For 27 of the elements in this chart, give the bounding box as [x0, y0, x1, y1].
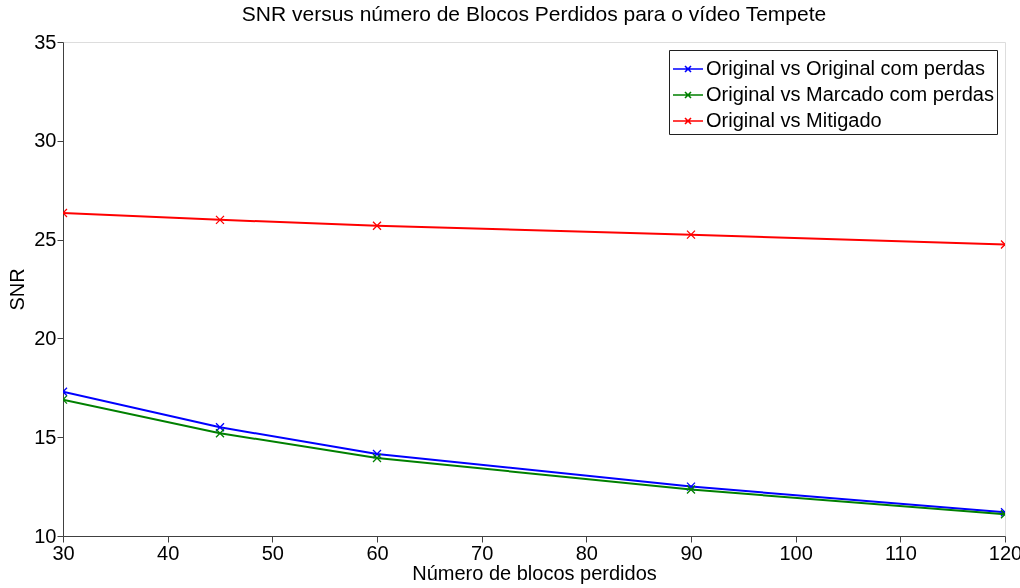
y-tick-label: 35: [34, 30, 57, 53]
x-tick-label: 110: [884, 541, 917, 564]
point: [372, 453, 382, 463]
point: [372, 221, 382, 231]
x-tick-label: 50: [261, 541, 284, 564]
x-tick-label: 40: [157, 541, 180, 564]
legend-label: Original vs Original com perdas: [706, 57, 985, 79]
x-tick-label: 90: [680, 541, 703, 564]
x-tick-label: 80: [575, 541, 598, 564]
y-tick-label: 25: [34, 228, 57, 251]
y-tick-label: 30: [34, 129, 57, 152]
chart-title: SNR versus número de Blocos Perdidos para o vídeo Tempete: [241, 2, 827, 25]
point: [686, 230, 696, 240]
x-axis-title: Número de blocos perdidos: [412, 561, 657, 584]
point: [215, 428, 225, 438]
point: [372, 449, 382, 459]
x-tick-label: 100: [779, 541, 813, 564]
y-tick-label: 10: [34, 524, 57, 547]
legend-label: Original vs Marcado com perdas: [706, 83, 994, 105]
y-tick-label: 20: [34, 326, 57, 349]
point: [215, 422, 225, 432]
x-tick-label: 60: [366, 541, 389, 564]
y-tick-label: 15: [34, 425, 57, 448]
x-tick-label: 70: [471, 541, 494, 564]
point: [215, 215, 225, 225]
y-axis-title: SNR: [6, 268, 29, 311]
legend-label: Original vs Mitigado: [706, 109, 882, 131]
